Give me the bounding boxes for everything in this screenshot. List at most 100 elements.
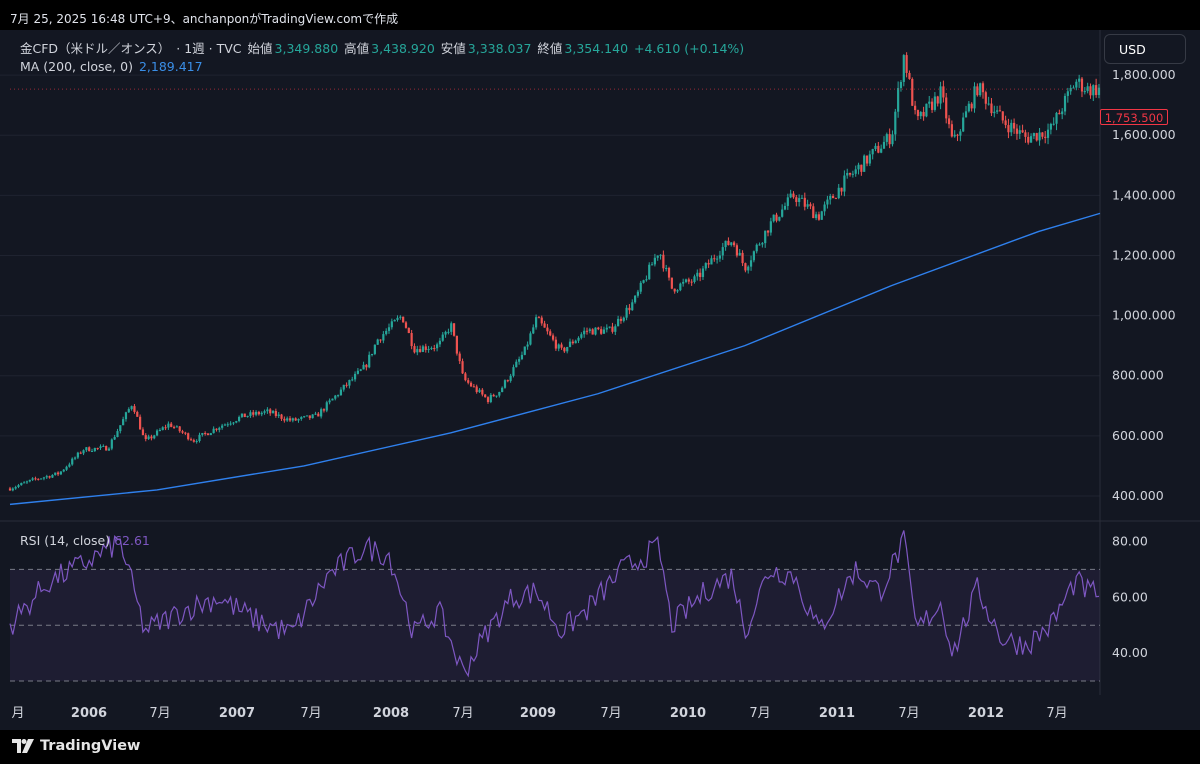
rsi-tick-label: 40.00 <box>1112 645 1148 660</box>
y-tick-label: 1,600.000 <box>1112 127 1176 142</box>
candle-body <box>868 154 871 164</box>
candle-body <box>837 187 840 199</box>
rsi-label[interactable]: RSI (14, close) <box>20 533 111 548</box>
candle-body <box>617 318 620 327</box>
candle-body <box>1004 120 1007 126</box>
currency-button[interactable]: USD <box>1104 34 1186 64</box>
candle-body <box>1001 111 1004 121</box>
candle-body <box>755 244 758 252</box>
candle-body <box>127 409 130 413</box>
candle-body <box>399 316 402 318</box>
candle-body <box>764 230 767 244</box>
candle-body <box>860 164 863 172</box>
candle-body <box>699 272 702 277</box>
candle-body <box>116 431 119 438</box>
candle-body <box>393 319 396 322</box>
symbol-name[interactable]: 金CFD（米ドル／オンス） <box>20 41 171 56</box>
candle-body <box>42 477 46 479</box>
candle-body <box>396 317 399 320</box>
x-tick-label: 2011 <box>819 706 855 721</box>
candle-body <box>59 471 63 475</box>
candle-body <box>345 384 348 386</box>
candle-body <box>382 334 385 341</box>
candle-body <box>93 447 96 452</box>
x-tick-label: 月 <box>11 706 24 721</box>
candle-body <box>716 258 719 260</box>
candle-body <box>501 387 504 393</box>
candle-body <box>189 439 193 441</box>
candle-body <box>322 409 326 411</box>
candle-body <box>283 418 286 421</box>
candle-body <box>90 451 94 453</box>
candle-body <box>834 198 838 200</box>
close-value: 3,354.140 <box>564 41 629 56</box>
candle-body <box>645 279 648 281</box>
x-tick-label: 7月 <box>452 706 473 721</box>
tradingview-brand[interactable]: TradingView <box>12 738 140 754</box>
candle-body <box>379 339 382 341</box>
candle-body <box>334 395 337 399</box>
candle-body <box>441 334 444 341</box>
candle-body <box>815 214 818 219</box>
price-chart[interactable]: 400.000 600.000 800.000 1,000.000 1,200.000 1… <box>0 30 1200 730</box>
candle-body <box>993 111 996 114</box>
candle-body <box>880 148 883 153</box>
candle-body <box>648 264 651 280</box>
x-tick-label: 7月 <box>149 706 170 721</box>
candle-body <box>486 397 490 403</box>
candle-body <box>325 402 328 411</box>
candle-body <box>684 279 688 282</box>
candle-body <box>455 335 458 354</box>
candle-body <box>625 307 628 318</box>
candle-body <box>543 323 546 328</box>
candle-body <box>164 427 167 429</box>
candle-body <box>659 254 662 256</box>
candle-body <box>254 411 258 415</box>
candle-body <box>141 429 145 436</box>
high-value: 3,438.920 <box>371 41 435 56</box>
candle-body <box>339 389 343 396</box>
candle-body <box>450 323 453 332</box>
candle-body <box>585 330 589 332</box>
candle-body <box>1032 133 1035 137</box>
candle-body <box>229 423 232 425</box>
candle-body <box>489 394 492 403</box>
candle-body <box>370 353 374 355</box>
candle-body <box>605 327 608 330</box>
rsi-line <box>9 530 1100 678</box>
x-tick-label: 7月 <box>1046 706 1067 721</box>
candle-body <box>820 211 823 220</box>
candle-body <box>1038 132 1041 141</box>
candle-body <box>554 339 557 349</box>
candle-body <box>1066 91 1069 96</box>
candle-body <box>85 447 88 451</box>
candle-body <box>1035 133 1038 141</box>
candle-body <box>633 295 637 303</box>
candle-body <box>452 323 456 336</box>
ma-label[interactable]: MA (200, close, 0) <box>20 59 133 74</box>
candle-body <box>271 410 275 414</box>
candle-body <box>665 267 668 269</box>
candle-body <box>167 423 170 428</box>
candle-body <box>741 252 744 264</box>
candle-body <box>212 428 215 434</box>
candle-body <box>532 327 535 334</box>
chart-panel[interactable]: 400.000 600.000 800.000 1,000.000 1,200.000 1… <box>0 30 1200 730</box>
candle-body <box>178 426 181 432</box>
timestamp: 7月 25, 2025 16:48 UTC+9、anchanponがTradin… <box>10 12 399 26</box>
x-tick-label: 2010 <box>670 706 706 721</box>
candle-body <box>831 195 835 199</box>
candle-body <box>1089 86 1092 96</box>
candle-body <box>987 103 990 105</box>
candle-body <box>433 348 436 350</box>
low-label: 安値 <box>440 41 466 56</box>
candle-body <box>481 389 484 395</box>
candle-body <box>1041 132 1044 137</box>
y-tick-label: 1,800.000 <box>1112 67 1176 82</box>
candle-body <box>1058 112 1061 115</box>
candle-body <box>303 416 306 418</box>
candle-body <box>1055 112 1058 124</box>
candle-body <box>718 255 722 259</box>
candle-body <box>235 421 238 423</box>
candle-body <box>704 263 707 269</box>
